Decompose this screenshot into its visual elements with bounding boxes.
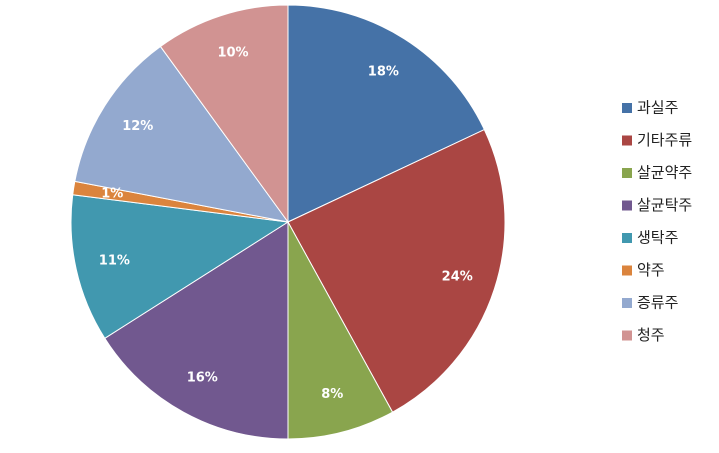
legend-swatch — [622, 135, 632, 146]
data-label: 1% — [101, 187, 123, 202]
legend-swatch — [622, 298, 632, 308]
legend-swatch — [622, 200, 632, 211]
legend-label: 청주 — [637, 326, 665, 344]
pie-slice — [287, 221, 394, 440]
legend-swatch — [622, 330, 632, 341]
pie-slice — [159, 4, 289, 224]
legend-label: 약주 — [637, 261, 665, 279]
legend-label: 기타주류 — [637, 131, 692, 149]
data-label: 11% — [99, 253, 130, 268]
data-label: 10% — [217, 45, 248, 60]
legend-swatch — [622, 103, 632, 113]
legend-swatch — [622, 168, 632, 178]
data-label: 12% — [122, 119, 153, 134]
legend-label: 살균약주 — [637, 164, 692, 182]
legend-swatch — [622, 265, 632, 276]
data-label: 8% — [321, 387, 343, 402]
pie-slice — [104, 221, 289, 440]
data-label: 18% — [368, 64, 399, 79]
pie-slice — [287, 4, 486, 223]
legend-label: 증류주 — [637, 294, 678, 312]
pie-slice — [70, 194, 290, 339]
data-label: 16% — [187, 370, 218, 385]
data-label: 24% — [442, 269, 473, 284]
pie-slice — [287, 128, 506, 413]
legend-label: 과실주 — [637, 99, 678, 117]
legend-label: 생탁주 — [637, 229, 678, 247]
legend-swatch — [622, 233, 632, 243]
pie-slice — [74, 45, 290, 223]
legend-label: 살균탁주 — [637, 196, 692, 214]
